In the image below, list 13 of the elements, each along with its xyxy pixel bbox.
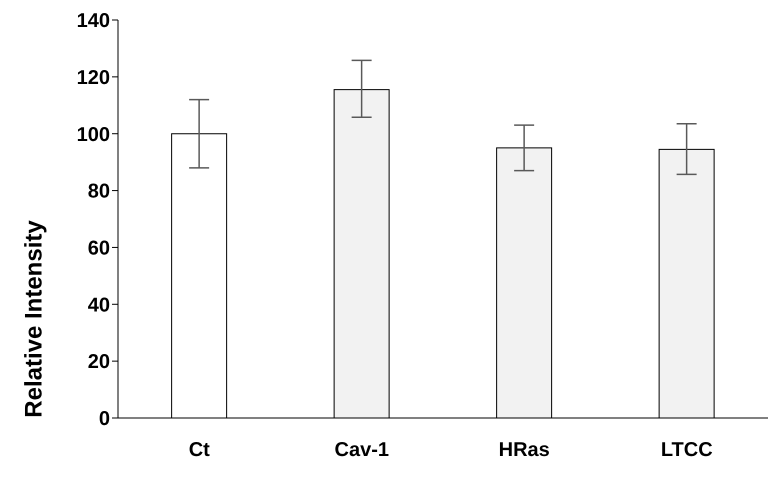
x-tick-label: Cav-1: [334, 439, 389, 462]
y-tick-label: 120: [76, 66, 110, 89]
y-tick-label: 60: [88, 238, 110, 260]
y-tick-label: 0: [98, 408, 110, 430]
y-tick-label: 80: [88, 180, 110, 203]
x-tick-label: LTCC: [660, 439, 713, 462]
y-axis-title: Relative Intensity: [20, 220, 48, 418]
x-tick-label: HRas: [498, 439, 550, 462]
y-tick-label: 20: [88, 351, 110, 374]
y-tick-label: 40: [88, 294, 110, 316]
y-tick-label: 140: [76, 10, 110, 32]
x-tick-label: Ct: [188, 439, 210, 462]
y-tick-label: 100: [76, 124, 110, 146]
